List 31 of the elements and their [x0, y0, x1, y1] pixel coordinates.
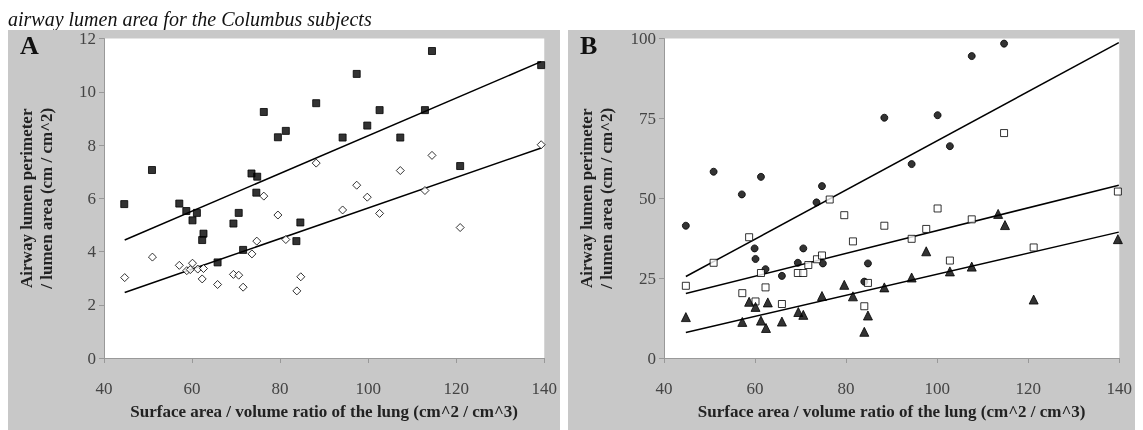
x-tick-label: 80: [837, 379, 855, 398]
x-tick-label: 100: [355, 379, 381, 398]
y-tick-label: 4: [87, 242, 97, 261]
y-tick-label: 0: [647, 348, 656, 368]
x-tick-label: 140: [531, 379, 557, 398]
text: A: [20, 30, 39, 60]
chart-title: airway lumen area for the Columbus subjects: [8, 8, 373, 30]
x-tick-label: 100: [924, 379, 950, 398]
y-tick-label: 8: [87, 135, 96, 155]
x-tick-label: 120: [1015, 379, 1041, 398]
x-tick-label: 140: [1106, 379, 1132, 398]
y-axis-title: Airway lumen perimeter / lumen area (cm / cm^2): [576, 107, 616, 290]
y-tick-label: 6: [87, 188, 96, 208]
text: B: [580, 30, 598, 60]
x-axis-title: Surface area / volume ratio of the lung (cm^2 / cm^3): [697, 402, 1086, 422]
y-tick-label: 10: [79, 82, 96, 102]
x-tick-label: 40: [95, 379, 113, 398]
y-tick-label: 0: [87, 348, 96, 368]
x-tick-label: 120: [443, 379, 469, 398]
x-tick-label: 60: [746, 379, 764, 398]
x-axis-title: Surface area / volume ratio of the lung (cm^2 / cm^3): [130, 402, 518, 422]
y-tick-label: 25: [639, 268, 656, 288]
x-tick-label: 80: [271, 379, 289, 398]
y-tick-label: 50: [639, 188, 656, 208]
y-axis-title: Airway lumen perimeter / lumen area (cm / cm^2): [16, 107, 56, 290]
y-tick-label: 100: [630, 29, 656, 48]
y-tick-label: 12: [79, 29, 96, 48]
x-tick-label: 40: [655, 379, 673, 398]
y-tick-label: 75: [639, 108, 656, 128]
x-tick-label: 60: [183, 379, 201, 398]
y-tick-label: 2: [87, 295, 96, 315]
